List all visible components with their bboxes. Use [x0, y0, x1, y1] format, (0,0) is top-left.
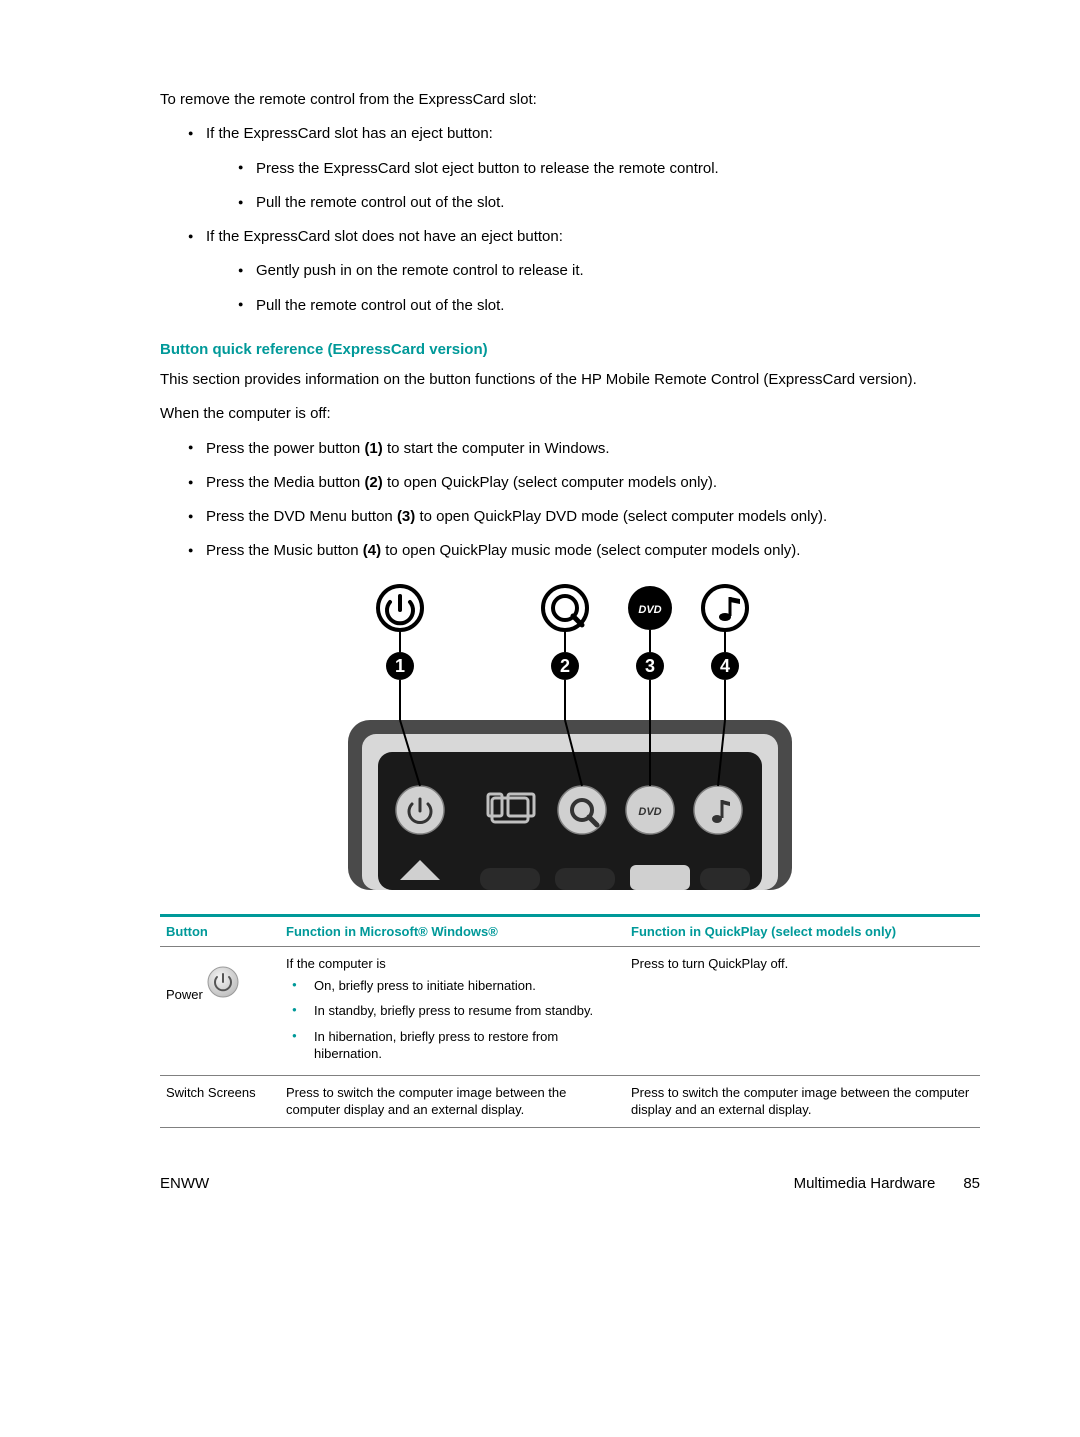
- table-row: Power If the computer is On, b: [160, 947, 980, 1076]
- power-big-icon: [378, 586, 422, 630]
- media-big-icon: [543, 586, 587, 630]
- page-number: 85: [963, 1174, 980, 1194]
- list-item: ●If the ExpressCard slot has an eject bu…: [188, 124, 980, 144]
- list-text: Gently push in on the remote control to …: [256, 262, 584, 279]
- page-footer: ENWW Multimedia Hardware 85: [160, 1174, 980, 1194]
- list-text: Press the ExpressCard slot eject button …: [256, 160, 719, 177]
- windows-item: On, briefly press to initiate hibernatio…: [314, 973, 619, 999]
- list-item: ●Press the power button (1) to start the…: [188, 439, 980, 459]
- row-button-label: Power: [166, 987, 203, 1002]
- footer-section: Multimedia Hardware: [794, 1174, 936, 1194]
- list-item: ●Press the DVD Menu button (3) to open Q…: [188, 507, 980, 527]
- list-text: Press the DVD Menu button (3) to open Qu…: [206, 508, 827, 525]
- svg-text:3: 3: [645, 656, 655, 676]
- cell-windows: Press to switch the computer image betwe…: [280, 1075, 625, 1127]
- footer-left: ENWW: [160, 1174, 209, 1194]
- svg-text:4: 4: [720, 656, 730, 676]
- list-item: ●Pull the remote control out of the slot…: [238, 296, 980, 316]
- remote-device: DVD: [348, 720, 792, 890]
- list-item: ●Press the ExpressCard slot eject button…: [238, 159, 980, 179]
- svg-text:2: 2: [560, 656, 570, 676]
- list-item: ●Press the Music button (4) to open Quic…: [188, 541, 980, 561]
- list-text: Press the power button (1) to start the …: [206, 440, 610, 457]
- list-item: ●Pull the remote control out of the slot…: [238, 193, 980, 213]
- remote-figure: DVD 1 2 3 4: [160, 580, 980, 890]
- section-intro: This section provides information on the…: [160, 370, 980, 390]
- list-item: ●Press the Media button (2) to open Quic…: [188, 473, 980, 493]
- remote-diagram-svg: DVD 1 2 3 4: [330, 580, 810, 890]
- list-text: If the ExpressCard slot does not have an…: [206, 228, 563, 245]
- th-windows: Function in Microsoft® Windows®: [280, 915, 625, 947]
- list-item: ●Gently push in on the remote control to…: [238, 261, 980, 281]
- svg-text:DVD: DVD: [638, 603, 661, 615]
- table-row: Switch Screens Press to switch the compu…: [160, 1075, 980, 1127]
- cell-quickplay: Press to turn QuickPlay off.: [625, 947, 980, 1076]
- power-icon: [206, 965, 240, 999]
- th-button: Button: [160, 915, 280, 947]
- music-big-icon: [703, 586, 747, 630]
- button-reference-table: Button Function in Microsoft® Windows® F…: [160, 914, 980, 1128]
- remote-music-button: [694, 786, 742, 834]
- callout-3: 3: [636, 652, 664, 680]
- windows-lead: If the computer is: [286, 956, 386, 971]
- list-text: Pull the remote control out of the slot.: [256, 194, 504, 211]
- cell-button: Switch Screens: [160, 1075, 280, 1127]
- callout-4: 4: [711, 652, 739, 680]
- remote-power-button: [396, 786, 444, 834]
- callout-1: 1: [386, 652, 414, 680]
- list-text: Pull the remote control out of the slot.: [256, 297, 504, 314]
- list-text: If the ExpressCard slot has an eject but…: [206, 125, 493, 142]
- cell-quickplay: Press to switch the computer image betwe…: [625, 1075, 980, 1127]
- dvd-big-icon: DVD: [628, 586, 672, 630]
- intro-text: To remove the remote control from the Ex…: [160, 90, 980, 110]
- section-heading: Button quick reference (ExpressCard vers…: [160, 340, 980, 360]
- remote-dvd-button: DVD: [626, 786, 674, 834]
- list-text: Press the Media button (2) to open Quick…: [206, 474, 717, 491]
- windows-item: In hibernation, briefly press to restore…: [314, 1024, 619, 1067]
- list-item: ●If the ExpressCard slot does not have a…: [188, 227, 980, 247]
- remote-media-button: [558, 786, 606, 834]
- when-off: When the computer is off:: [160, 404, 980, 424]
- th-quickplay: Function in QuickPlay (select models onl…: [625, 915, 980, 947]
- svg-text:DVD: DVD: [638, 805, 661, 817]
- cell-windows: If the computer is On, briefly press to …: [280, 947, 625, 1076]
- svg-text:1: 1: [395, 656, 405, 676]
- callout-2: 2: [551, 652, 579, 680]
- list-text: Press the Music button (4) to open Quick…: [206, 542, 800, 559]
- cell-button: Power: [160, 947, 280, 1076]
- windows-item: In standby, briefly press to resume from…: [314, 998, 619, 1024]
